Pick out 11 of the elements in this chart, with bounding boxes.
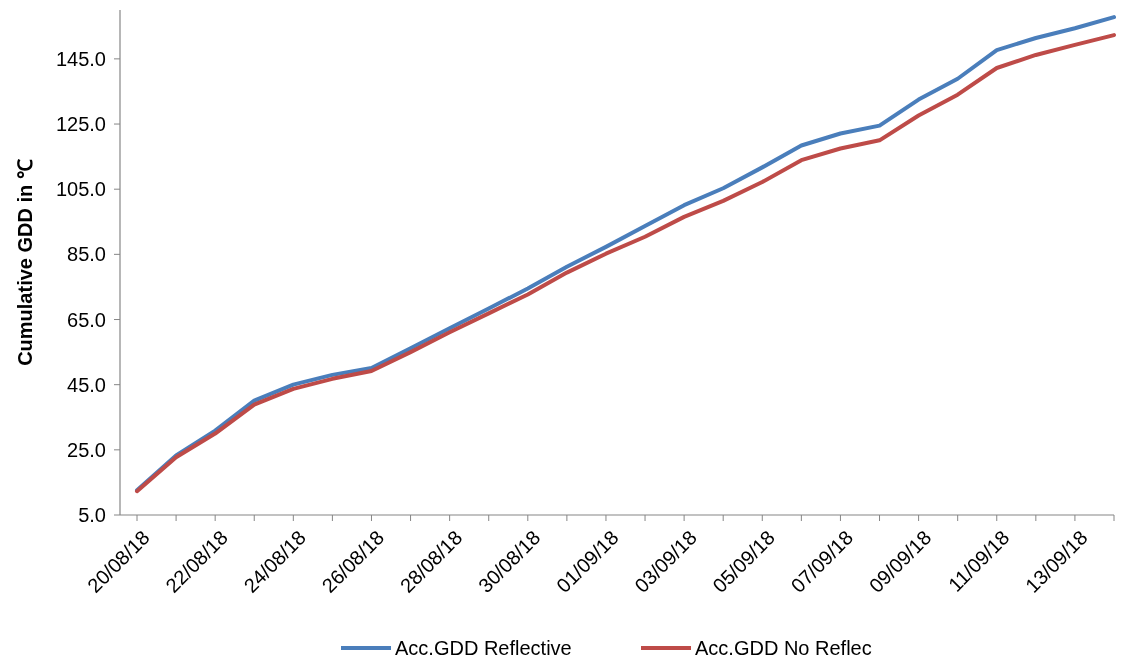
legend-label: Acc.GDD No Reflec bbox=[695, 637, 872, 659]
y-axis-title: Cumulative GDD in ℃ bbox=[14, 159, 36, 366]
y-tick-label: 105.0 bbox=[55, 178, 106, 201]
y-tick-label: 125.0 bbox=[55, 113, 106, 136]
y-tick-label: 145.0 bbox=[55, 47, 106, 70]
y-tick-label: 45.0 bbox=[67, 373, 106, 396]
legend-label: Acc.GDD Reflective bbox=[395, 637, 572, 659]
y-tick-label: 65.0 bbox=[67, 308, 106, 331]
y-tick-label: 5.0 bbox=[78, 504, 106, 526]
y-tick-label: 25.0 bbox=[67, 438, 106, 461]
y-tick-label: 85.0 bbox=[67, 243, 106, 266]
